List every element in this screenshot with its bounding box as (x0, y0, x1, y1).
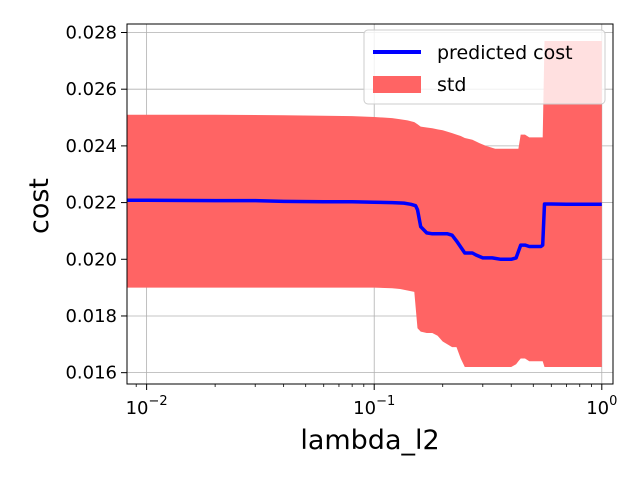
legend-band-swatch (373, 76, 421, 93)
y-tick-label: 0.020 (65, 249, 117, 270)
y-tick-label: 0.028 (65, 23, 117, 44)
y-tick-label: 0.026 (65, 79, 117, 100)
y-axis-label: cost (24, 178, 55, 234)
std-band (127, 41, 602, 367)
legend: predicted cost std (363, 29, 606, 105)
axes-frame (126, 23, 614, 385)
x-axis-label: lambda_l2 (300, 425, 439, 456)
ticks: 10−2 10−1 100 0.016 0.018 0.020 0.022 0.024 0.02… (65, 23, 617, 419)
predicted-cost-line (127, 198, 602, 262)
y-tick-label: 0.018 (65, 306, 117, 327)
y-tick-label: 0.024 (65, 136, 117, 157)
predicted-cost-line-layer (127, 198, 602, 262)
x-tick-label: 100 (586, 394, 617, 419)
std-band-layer (127, 41, 602, 367)
legend-label-predicted-cost: predicted cost (437, 42, 573, 64)
legend-label-std: std (437, 74, 466, 96)
legend-box (363, 29, 606, 105)
y-tick-label: 0.022 (65, 193, 117, 214)
y-tick-label: 0.016 (65, 363, 117, 384)
x-tick-label: 10−2 (126, 394, 168, 419)
x-tick-label: 10−1 (353, 394, 395, 419)
